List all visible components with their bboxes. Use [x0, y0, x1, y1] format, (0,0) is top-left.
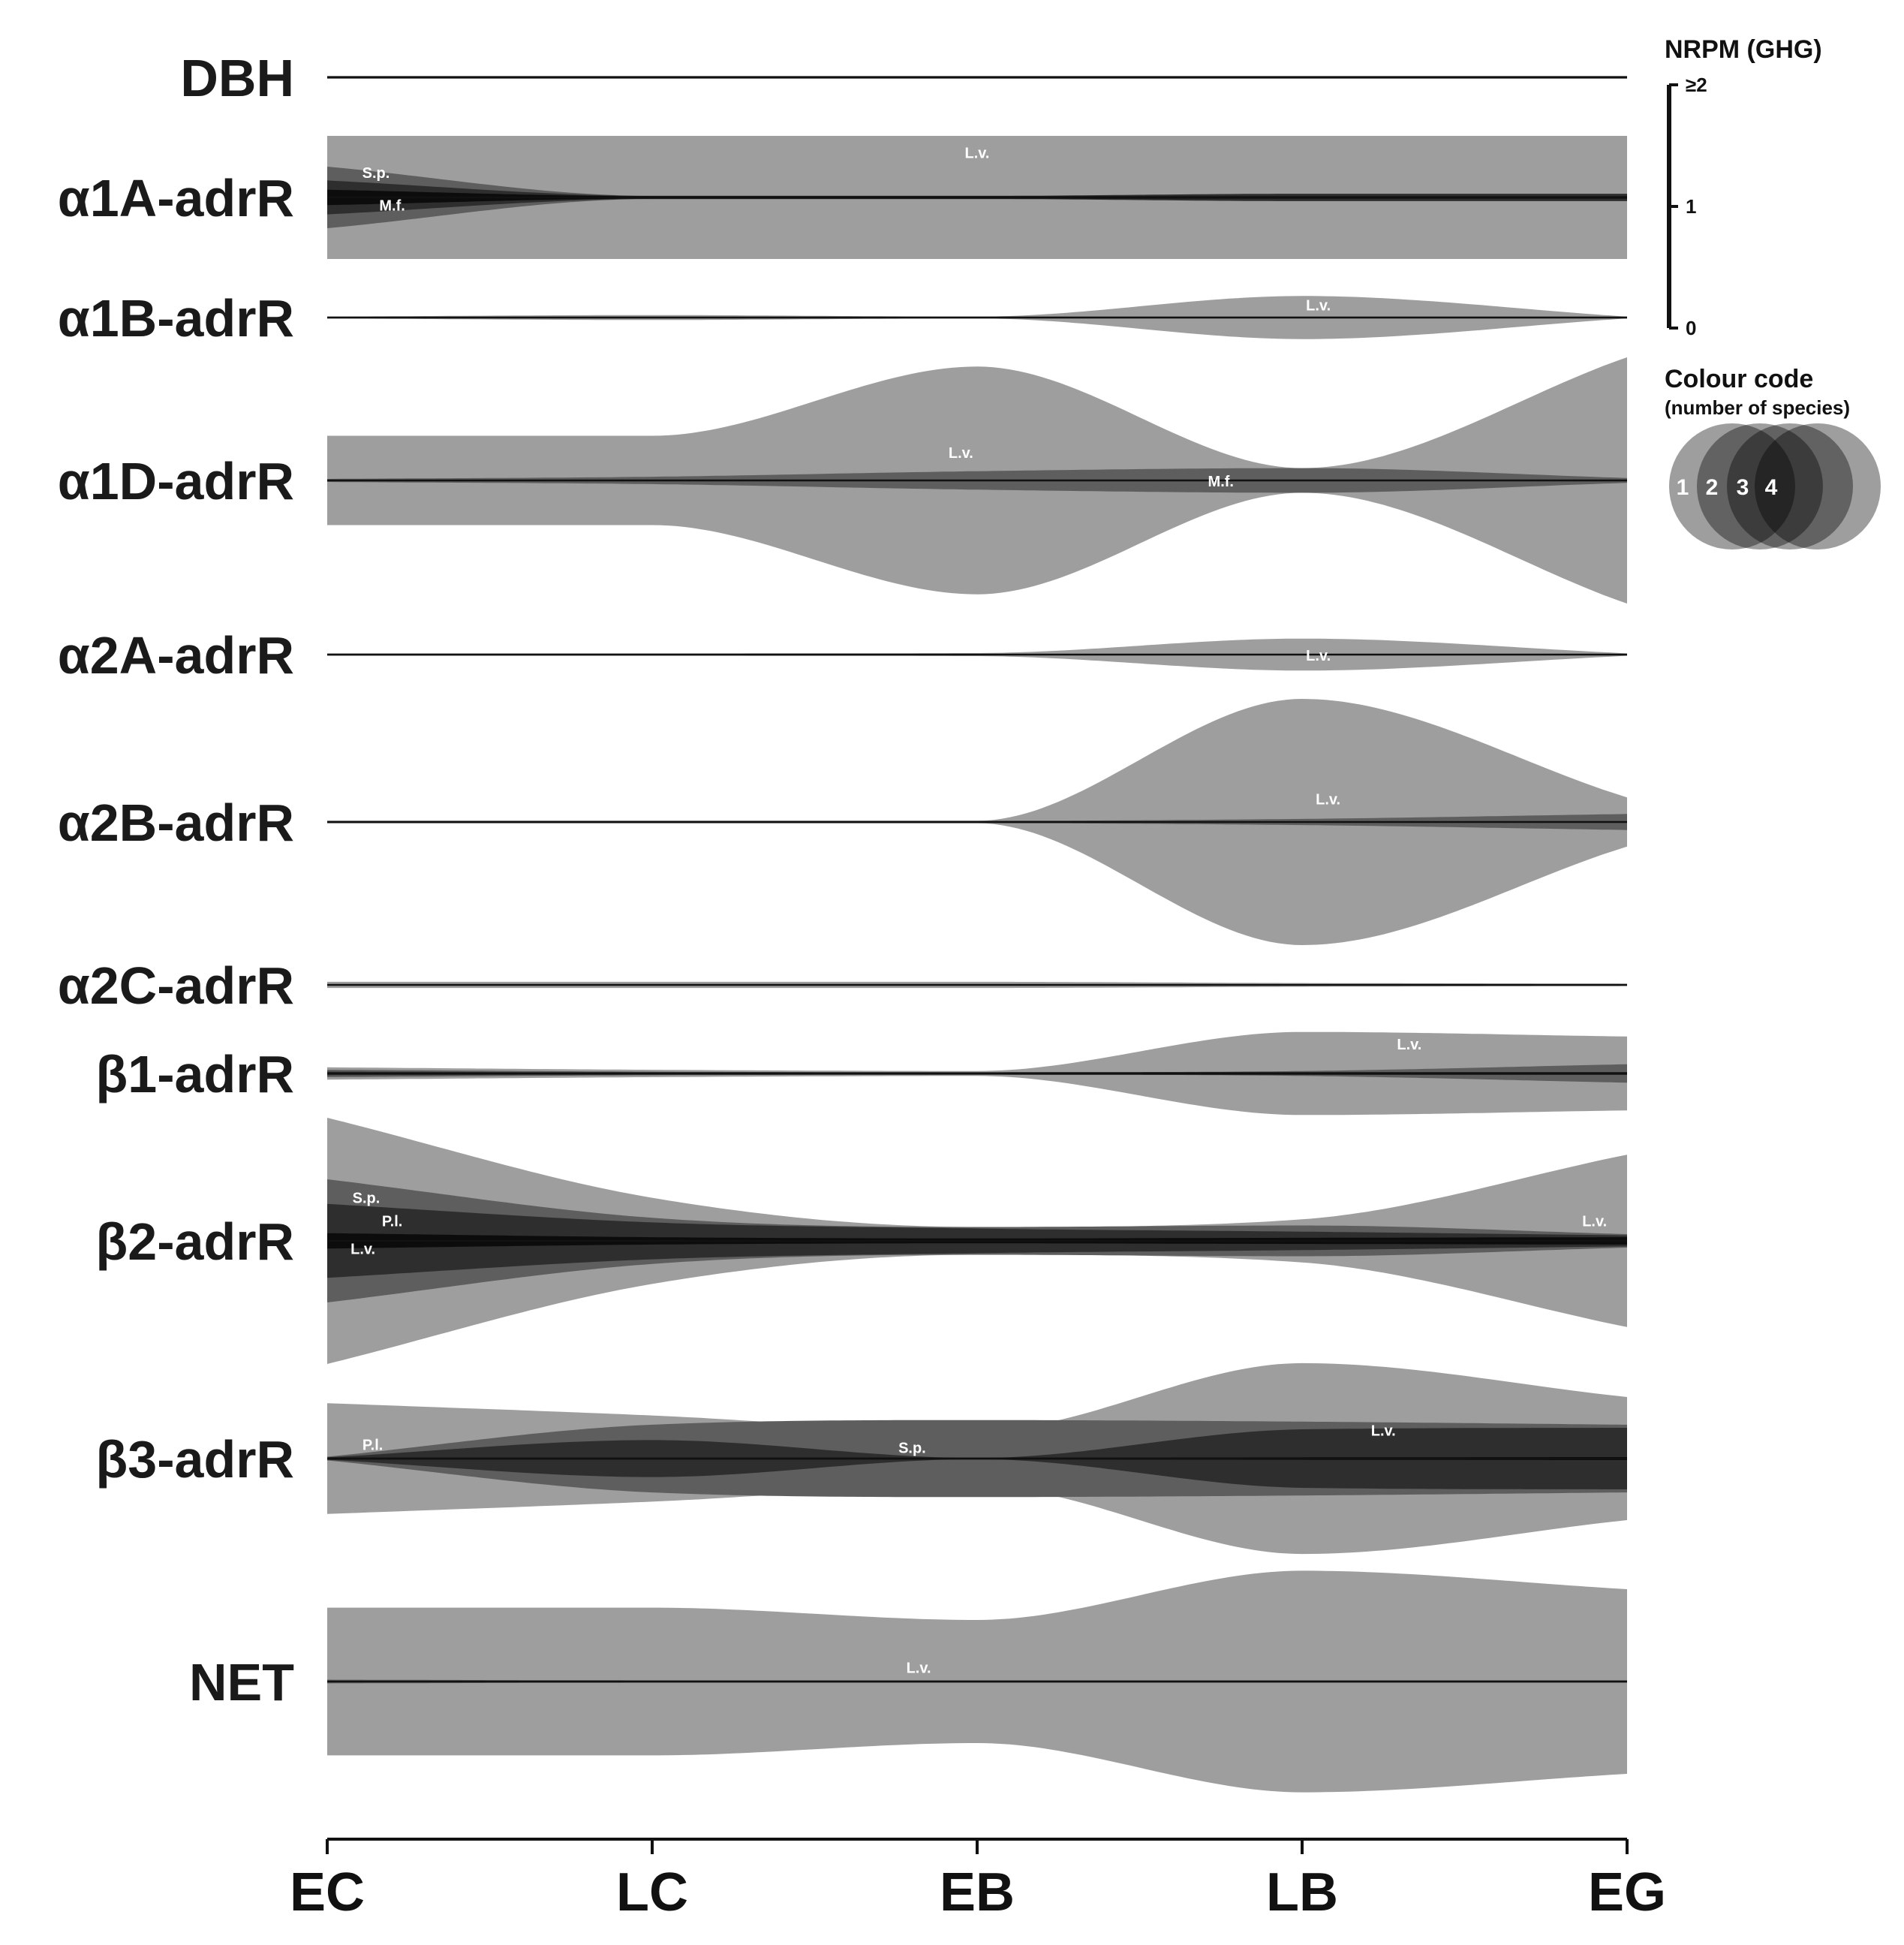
colour-code-subtitle: (number of species)	[1665, 396, 1850, 419]
x-axis: EC LC EB LB EG	[290, 1838, 1666, 1922]
colour-code-circle	[1755, 423, 1881, 549]
row-label: β1-adrR	[96, 1045, 294, 1103]
row-7: β1-adrR L.v.	[96, 1031, 1627, 1116]
x-tick-label: EB	[940, 1862, 1015, 1922]
species-label: L.v.	[1397, 1037, 1421, 1053]
colour-code-number: 1	[1677, 475, 1689, 500]
row-10: NET L.v.	[189, 1570, 1627, 1793]
scale-tick-label: ≥2	[1686, 74, 1707, 96]
scale-tick-label: 1	[1686, 195, 1696, 218]
row-4: α2A-adrR L.v.	[58, 626, 1627, 685]
species-label: M.f.	[379, 197, 405, 214]
colour-code-circle	[1697, 423, 1823, 549]
species-label: S.p.	[353, 1191, 380, 1207]
row-label: β2-adrR	[96, 1212, 294, 1271]
species-label: P.l.	[362, 1438, 383, 1454]
species-label: L.v.	[1316, 791, 1340, 808]
scale-tick-label: 0	[1686, 317, 1696, 339]
species-label: L.v.	[949, 445, 973, 462]
species-label: L.v.	[1582, 1213, 1607, 1230]
species-label: S.p.	[362, 165, 390, 182]
row-label: α1A-adrR	[58, 169, 294, 227]
row-label: α2B-adrR	[58, 793, 294, 852]
legend: NRPM (GHG) 0 1 ≥2 Colour code (number of spec…	[1665, 35, 1881, 549]
row-label: β3-adrR	[96, 1430, 294, 1489]
species-label: P.l.	[382, 1213, 402, 1230]
row-3: α1D-adrR L.v. M.f.	[58, 357, 1627, 604]
row-5: α2B-adrR L.v.	[58, 699, 1627, 945]
row-1: α1A-adrR S.p. M.f. L.v.	[58, 136, 1627, 259]
x-tick-label: EC	[290, 1862, 365, 1922]
row-8: β2-adrR S.p.P.l. L.v. L.v.	[96, 1118, 1627, 1364]
colour-code-number: 2	[1706, 475, 1719, 500]
row-label: α2C-adrR	[58, 956, 294, 1015]
colour-code-title: Colour code	[1665, 365, 1813, 393]
x-tick-label: LB	[1266, 1862, 1338, 1922]
colour-code-number: 4	[1765, 475, 1778, 500]
x-tick-label: LC	[616, 1862, 688, 1922]
species-label: L.v.	[907, 1660, 931, 1677]
species-label: M.f.	[1208, 474, 1234, 490]
row-label: DBH	[180, 49, 294, 107]
row-label: α1B-adrR	[58, 289, 294, 348]
colour-code-circle	[1727, 423, 1853, 549]
species-label: L.v.	[1306, 298, 1331, 315]
row-6: α2C-adrR	[58, 956, 1627, 1015]
species-label: S.p.	[898, 1441, 926, 1457]
colour-code-number: 3	[1737, 475, 1749, 500]
species-label: L.v.	[1371, 1423, 1396, 1439]
scale-title: NRPM (GHG)	[1665, 35, 1822, 64]
row-label: α2A-adrR	[58, 626, 294, 685]
row-2: α1B-adrR L.v.	[58, 289, 1627, 348]
row-label: α1D-adrR	[58, 452, 294, 510]
species-label: L.v.	[350, 1241, 375, 1257]
row-9: β3-adrR P.l. S.p. L.v.	[96, 1362, 1627, 1555]
x-tick-label: EG	[1588, 1862, 1666, 1922]
species-label: L.v.	[965, 146, 990, 162]
colour-code-circle	[1669, 423, 1795, 549]
row-0: DBH	[180, 49, 1627, 107]
row-label: NET	[189, 1653, 294, 1712]
species-label: L.v.	[1306, 648, 1331, 664]
